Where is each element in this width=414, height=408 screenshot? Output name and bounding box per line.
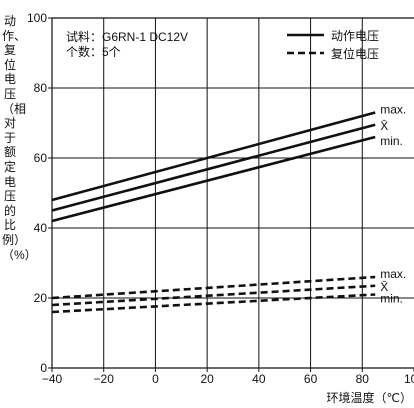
grid: [52, 18, 414, 368]
series-label-operate-0: max.: [380, 103, 406, 117]
series-line-operate-2: [51, 135, 376, 223]
y-tick-label: 100: [27, 11, 47, 25]
series-line-operate-0: [51, 111, 376, 202]
x-tick-label: 0: [152, 372, 159, 386]
axes: [48, 17, 414, 372]
series-lines: [51, 111, 376, 314]
series-label-operate-1: X̄: [380, 119, 388, 133]
annotation-line-1: 试料：G6RN-1 DC12V: [66, 29, 188, 44]
y-axis-label: 动作、复位电压（相对于额定电压的比例）（%）: [2, 14, 37, 262]
series-label-release-4: X̄: [380, 280, 388, 294]
series-labels: max.X̄min.max.X̄min.: [380, 103, 406, 306]
x-axis-label: 环境温度（℃）: [326, 391, 412, 405]
y-tick-label: 0: [40, 361, 47, 375]
x-tick-label: 40: [252, 372, 266, 386]
series-line-operate-1: [51, 123, 376, 212]
series-line-release-3: [51, 275, 376, 300]
x-tick-label: 80: [356, 372, 370, 386]
legend: 动作电压 复位电压: [287, 29, 379, 61]
x-tick-label: −40: [42, 372, 63, 386]
x-tick-labels: −40 −20 0 20 40 60 80 100: [42, 372, 414, 386]
legend-operate-label: 动作电压: [331, 29, 379, 43]
y-tick-label: 60: [34, 151, 48, 165]
series-line-release-5: [51, 293, 376, 314]
series-label-release-5: min.: [380, 292, 403, 306]
x-tick-label: −20: [94, 372, 115, 386]
series-line-release-4: [51, 284, 376, 307]
x-tick-label: 60: [304, 372, 318, 386]
annotation: 试料：G6RN-1 DC12V 个数：5个: [66, 29, 188, 59]
y-tick-label: 80: [34, 81, 48, 95]
y-tick-labels: 0 20 40 60 80 100: [27, 11, 47, 375]
y-tick-label: 20: [34, 291, 48, 305]
x-tick-label: 20: [200, 372, 214, 386]
x-tick-label: 100: [404, 372, 414, 386]
legend-release-label: 复位电压: [331, 46, 379, 61]
series-label-operate-2: min.: [380, 134, 403, 148]
y-tick-label: 40: [34, 221, 48, 235]
annotation-line-2: 个数：5个: [66, 44, 121, 59]
series-label-release-3: max.: [380, 267, 406, 281]
